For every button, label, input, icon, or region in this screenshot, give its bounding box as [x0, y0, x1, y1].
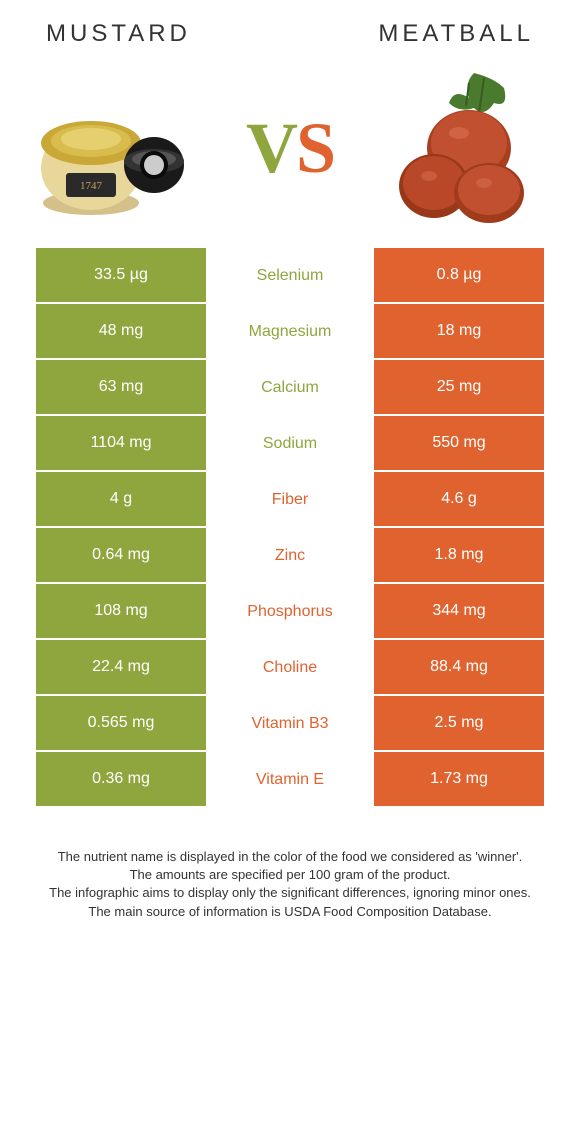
- table-row: 0.565 mgVitamin B32.5 mg: [36, 696, 544, 752]
- nutrient-label-cell: Choline: [206, 640, 374, 696]
- vs-s-letter: S: [296, 108, 334, 188]
- right-value-cell: 88.4 mg: [374, 640, 544, 696]
- nutrient-label-cell: Magnesium: [206, 304, 374, 360]
- mustard-image: 1747: [36, 68, 206, 228]
- left-value-cell: 0.565 mg: [36, 696, 206, 752]
- images-row: 1747 VS: [36, 58, 544, 248]
- right-value-cell: 550 mg: [374, 416, 544, 472]
- footnote-line: The infographic aims to display only the…: [36, 884, 544, 902]
- vs-label: VS: [246, 107, 334, 190]
- footnote-line: The amounts are specified per 100 gram o…: [36, 866, 544, 884]
- nutrient-table: 33.5 µgSelenium0.8 µg48 mgMagnesium18 mg…: [36, 248, 544, 808]
- nutrient-label-cell: Phosphorus: [206, 584, 374, 640]
- table-row: 0.36 mgVitamin E1.73 mg: [36, 752, 544, 808]
- footnotes: The nutrient name is displayed in the co…: [36, 808, 544, 921]
- nutrient-label-cell: Selenium: [206, 248, 374, 304]
- table-row: 4 gFiber4.6 g: [36, 472, 544, 528]
- footnote-line: The nutrient name is displayed in the co…: [36, 848, 544, 866]
- nutrient-label-cell: Calcium: [206, 360, 374, 416]
- svg-text:1747: 1747: [80, 180, 103, 192]
- left-value-cell: 108 mg: [36, 584, 206, 640]
- table-row: 63 mgCalcium25 mg: [36, 360, 544, 416]
- table-row: 48 mgMagnesium18 mg: [36, 304, 544, 360]
- right-value-cell: 344 mg: [374, 584, 544, 640]
- table-row: 1104 mgSodium550 mg: [36, 416, 544, 472]
- header: MUSTARD MEATBALL: [36, 20, 544, 58]
- nutrient-label-cell: Zinc: [206, 528, 374, 584]
- left-value-cell: 1104 mg: [36, 416, 206, 472]
- mustard-jar-icon: 1747: [36, 73, 206, 223]
- right-value-cell: 25 mg: [374, 360, 544, 416]
- right-value-cell: 4.6 g: [374, 472, 544, 528]
- table-row: 0.64 mgZinc1.8 mg: [36, 528, 544, 584]
- meatball-icon: [374, 68, 544, 228]
- right-value-cell: 2.5 mg: [374, 696, 544, 752]
- right-value-cell: 0.8 µg: [374, 248, 544, 304]
- vs-v-letter: V: [246, 108, 296, 188]
- left-value-cell: 48 mg: [36, 304, 206, 360]
- nutrient-label-cell: Fiber: [206, 472, 374, 528]
- footnote-line: The main source of information is USDA F…: [36, 903, 544, 921]
- table-row: 108 mgPhosphorus344 mg: [36, 584, 544, 640]
- left-value-cell: 0.64 mg: [36, 528, 206, 584]
- right-value-cell: 1.8 mg: [374, 528, 544, 584]
- right-food-title: MEATBALL: [378, 20, 534, 48]
- table-row: 22.4 mgCholine88.4 mg: [36, 640, 544, 696]
- left-value-cell: 33.5 µg: [36, 248, 206, 304]
- nutrient-label-cell: Sodium: [206, 416, 374, 472]
- left-value-cell: 63 mg: [36, 360, 206, 416]
- meatball-image: [374, 68, 544, 228]
- left-value-cell: 4 g: [36, 472, 206, 528]
- right-value-cell: 18 mg: [374, 304, 544, 360]
- nutrient-label-cell: Vitamin B3: [206, 696, 374, 752]
- left-value-cell: 22.4 mg: [36, 640, 206, 696]
- nutrient-label-cell: Vitamin E: [206, 752, 374, 808]
- table-row: 33.5 µgSelenium0.8 µg: [36, 248, 544, 304]
- left-value-cell: 0.36 mg: [36, 752, 206, 808]
- right-value-cell: 1.73 mg: [374, 752, 544, 808]
- left-food-title: MUSTARD: [46, 20, 191, 48]
